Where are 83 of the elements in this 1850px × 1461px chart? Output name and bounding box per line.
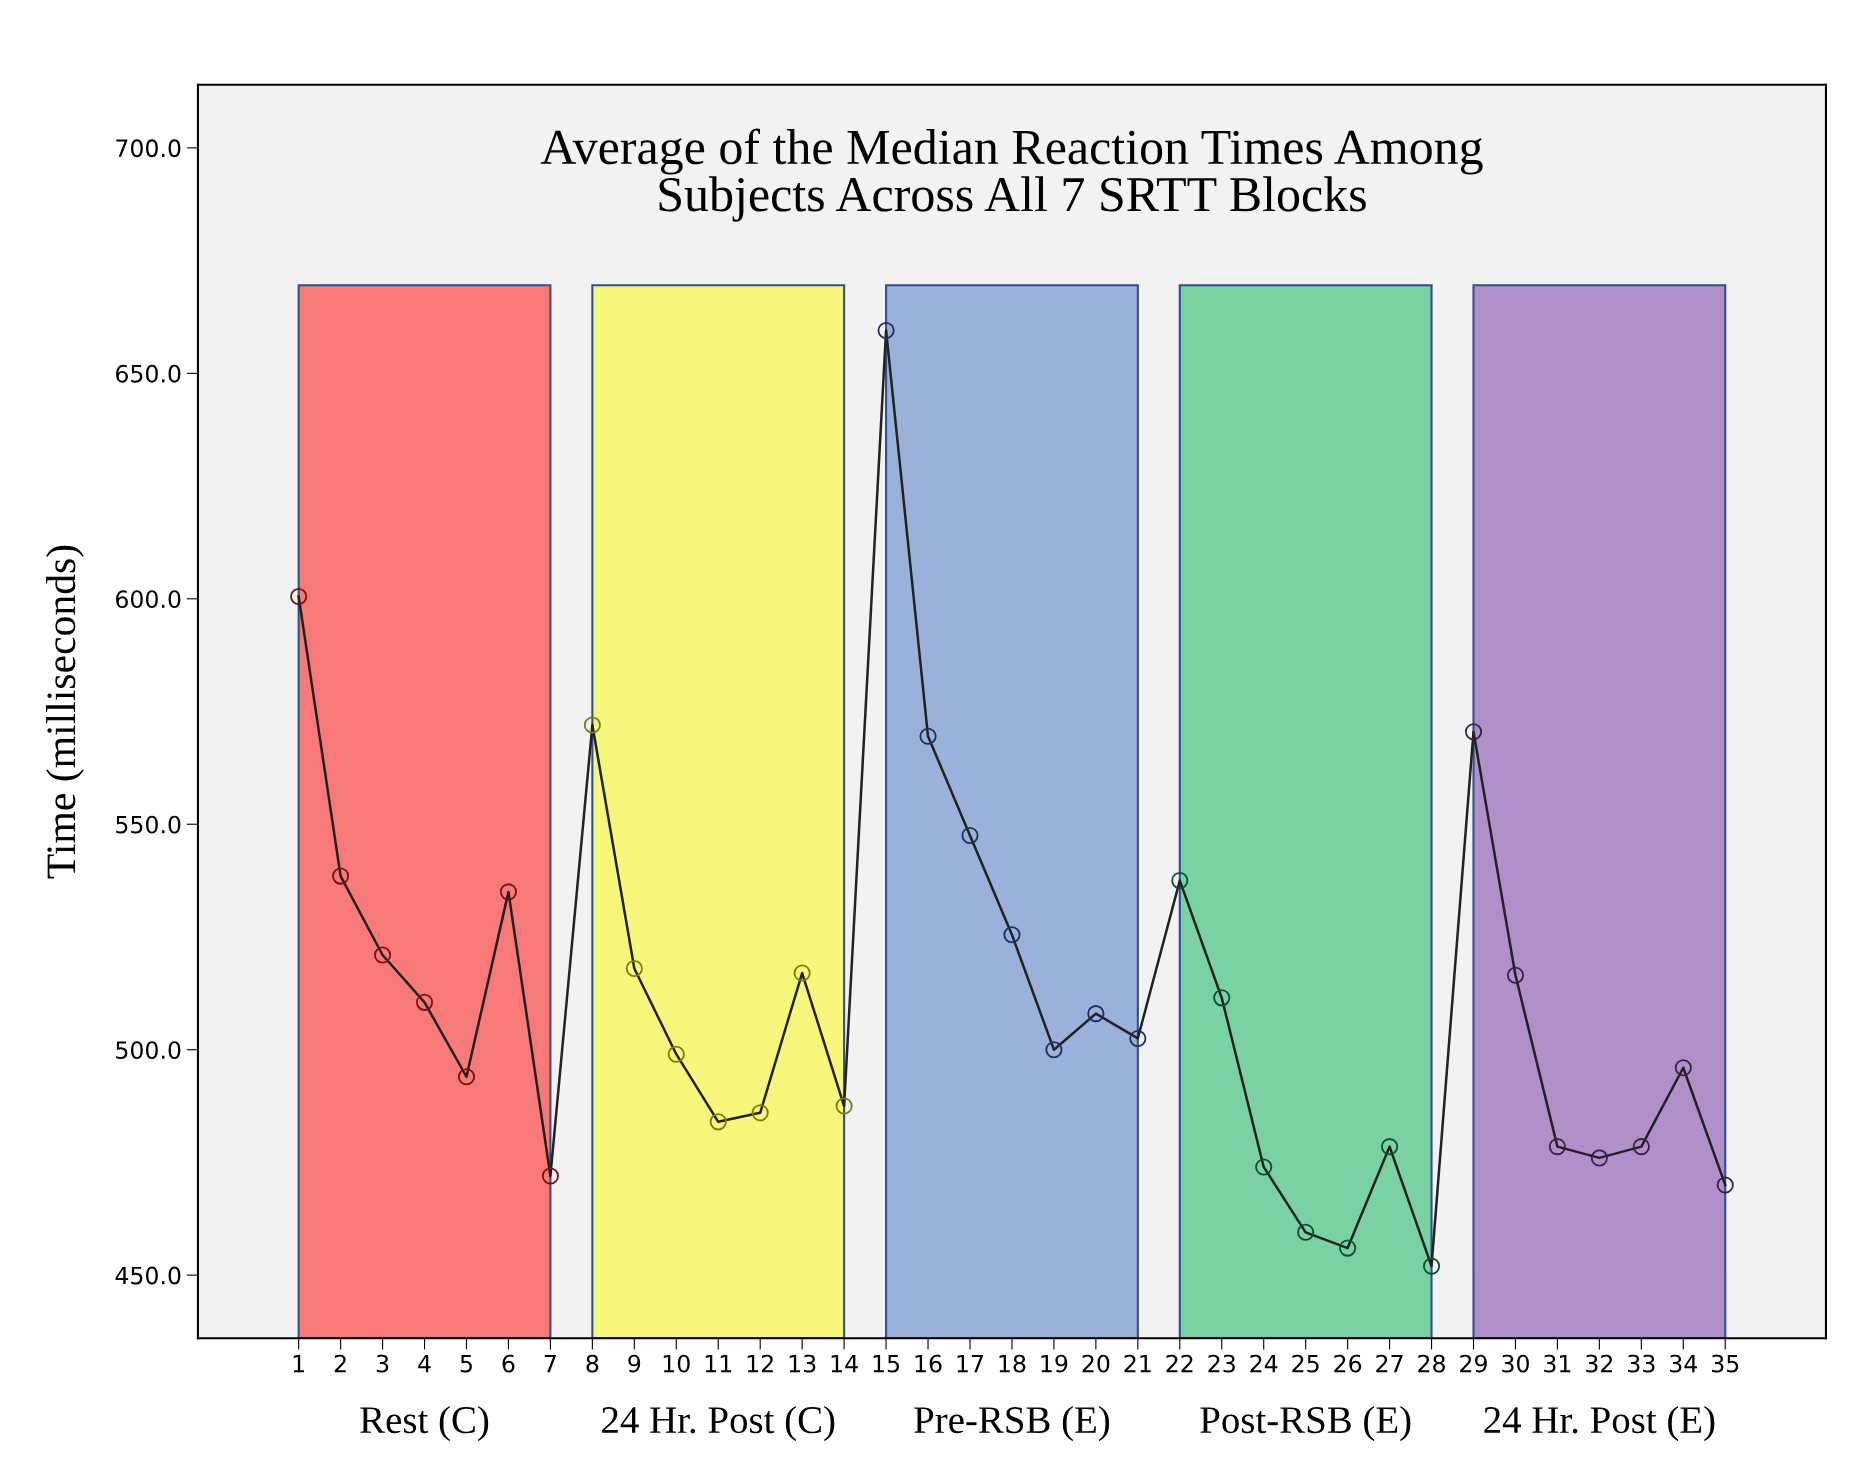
point [541,1167,559,1185]
point [1045,1041,1063,1059]
x-tick-label: 14 [831,1354,858,1373]
point [1632,1138,1650,1156]
point [1003,926,1021,944]
point [1381,1138,1399,1156]
point [1129,1029,1147,1047]
x-tick-label: 30 [1502,1354,1529,1373]
x-tick-label: 32 [1586,1354,1613,1373]
x-tick-label: 3 [376,1354,389,1373]
x-tick-label: 13 [789,1354,816,1373]
point [1339,1239,1357,1257]
point [1255,1158,1273,1176]
band-label: Rest (C) [360,1405,489,1442]
x-tick-label: 5 [460,1354,472,1373]
point [793,964,811,982]
point [1087,1005,1105,1023]
band-label: 24 Hr. Post (E) [1484,1405,1715,1442]
point [1590,1149,1608,1167]
point [1674,1059,1692,1077]
point [332,867,350,885]
y-tick-label: 700.0 [116,139,181,158]
point [961,826,979,845]
x-tick-label: 27 [1376,1354,1403,1373]
x-tick-label: 9 [628,1354,641,1373]
point [667,1045,685,1063]
point [919,727,937,745]
point [374,946,392,964]
y-tick-label: 600.0 [116,590,181,609]
point [1297,1223,1315,1241]
y-tick-label: 650.0 [116,364,181,383]
x-tick-label: 10 [663,1354,690,1373]
point [1464,723,1483,741]
x-tick-label: 8 [586,1354,599,1373]
x-tick-label: 19 [1041,1354,1068,1373]
point [835,1097,853,1115]
x-tick-label: 23 [1208,1354,1235,1373]
x-tick-label: 15 [873,1354,900,1373]
x-tick-label: 1 [293,1354,304,1373]
x-tick-label: 2 [334,1354,346,1373]
point [1213,989,1231,1007]
y-axis-title: Time (milliseconds) [46,545,84,879]
point [290,587,308,606]
x-tick-label: 21 [1124,1354,1151,1373]
point [1506,966,1525,984]
x-tick-label: 17 [957,1354,983,1373]
y-tick-label: 500.0 [116,1041,181,1059]
x-tick-label: 20 [1082,1354,1110,1373]
x-tick-label: 29 [1460,1354,1487,1373]
x-tick-label: 18 [999,1354,1026,1373]
band-label: Post-RSB (E) [1200,1405,1411,1442]
point [1716,1176,1734,1194]
point [499,883,517,901]
x-tick-label: 31 [1544,1354,1571,1373]
point [625,959,643,978]
band-label: 24 Hr. Post (C) [602,1405,835,1442]
y-tick-label: 550.0 [116,815,181,834]
point [415,993,434,1011]
x-tick-label: 16 [915,1354,942,1373]
x-tick-label: 26 [1334,1354,1362,1373]
point [457,1068,476,1086]
x-tick-label: 11 [705,1354,732,1373]
x-tick-label: 4 [418,1354,431,1373]
x-tick-label: 35 [1712,1354,1739,1373]
x-tick-label: 12 [747,1354,773,1373]
point [877,321,895,340]
point [583,716,601,734]
x-tick-label: 34 [1670,1354,1697,1373]
point [1422,1257,1441,1275]
x-tick-label: 28 [1418,1354,1445,1373]
x-tick-label: 6 [502,1354,515,1373]
point [709,1113,727,1131]
point [751,1104,769,1122]
band-label: Pre-RSB (E) [914,1405,1110,1442]
text: Average of the Median Reaction Times Among Subjects Across All 7 SRTT Blocks [540,128,1483,222]
x-tick-label: 25 [1292,1354,1319,1373]
x-tick-label: 24 [1250,1354,1278,1373]
y-tick-label: 450.0 [115,1266,181,1285]
x-tick-label: 7 [544,1354,556,1373]
x-tick-label: 33 [1628,1354,1655,1373]
point [1171,872,1189,890]
point [1548,1138,1566,1156]
x-tick-label: 22 [1166,1354,1193,1373]
